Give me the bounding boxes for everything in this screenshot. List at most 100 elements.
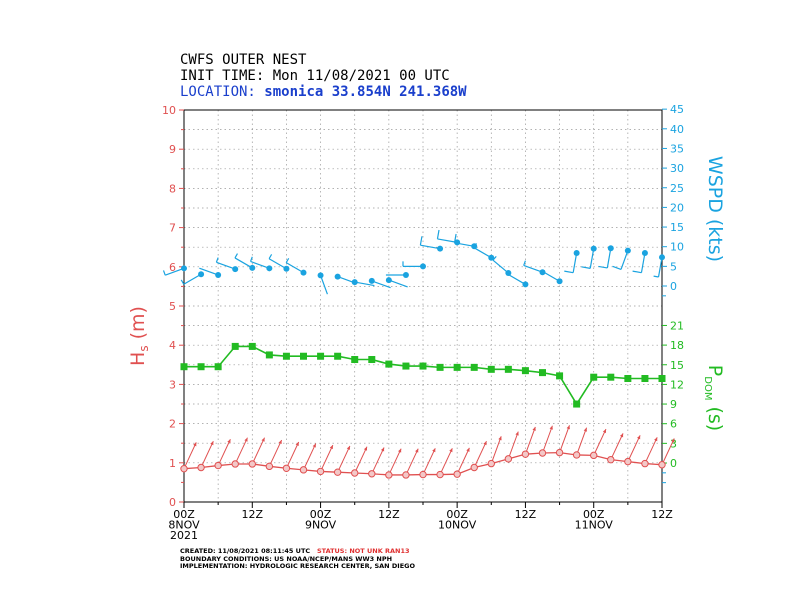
period-point [419,362,427,370]
hs-direction-arrow [542,425,553,454]
wind-barb-flag [285,258,290,263]
wind-barb-flag [234,253,238,259]
period-point [453,363,461,371]
hs-arrow-head [380,447,385,452]
hs-point [419,470,427,479]
period-tick-label: 18 [670,339,684,352]
wind-barb-staff [657,257,663,278]
wind-barb-staff [234,257,253,269]
hs-point [521,450,530,458]
period-point [607,373,615,381]
wind-tick-label: 40 [670,123,684,136]
hs-series [180,425,675,479]
wind-point [539,269,546,276]
hs-direction-arrow [422,448,436,475]
period-point [265,351,273,359]
hs-direction-arrow [490,436,502,464]
wind-point [283,265,290,272]
hs-point [351,469,359,477]
hs-direction-arrow [439,448,453,475]
hs-direction-arrow [251,437,265,465]
period-point [504,365,512,373]
wind-tick-label: 0 [670,280,677,293]
hs-arrow-head [602,429,607,434]
hs-point [590,451,598,460]
hs-direction-arrow [507,431,519,460]
header-location: LOCATION: smonica 33.854N 241.368W [180,84,467,100]
hs-direction-arrow [337,445,351,473]
hs-point [282,464,291,472]
wind-point [402,271,409,278]
wind-barb-flag [473,243,477,249]
hs-point [607,455,615,464]
wind-tick-label: 25 [670,182,684,195]
hs-arrow-head [312,443,316,448]
wind-point [266,265,273,272]
hs-arrow-head [466,447,470,452]
period-point [334,352,342,360]
hs-direction-arrow [217,439,231,466]
hs-direction-arrow [200,441,214,468]
wind-barb-staff [216,261,236,270]
period-series [180,342,666,408]
period-point [197,363,205,371]
period-tick-label: 21 [670,319,684,332]
wind-point [181,265,187,272]
wind-barb-staff [507,273,526,285]
wind-tick-label: 5 [670,260,677,273]
hs-arrow-head [483,441,487,446]
wind-axis-title: WSPD (kts) [704,156,726,262]
x-tick-label: 00Z [446,508,468,521]
period-tick-label: 9 [670,398,677,411]
hs-arrow-head [329,445,333,450]
hs-arrow-head [363,446,368,451]
wind-point [641,249,648,256]
hs-point [641,459,649,468]
wind-barb-staff [250,260,270,269]
hs-tick-label: 4 [169,339,176,352]
chart-footer: CREATED: 11/08/2021 08:11:45 UTC STATUS:… [180,547,415,571]
hs-direction-arrow [661,438,675,465]
hs-arrow-head [671,438,675,443]
wind-barb-staff [437,238,458,243]
period-point [641,375,649,383]
hs-tick-label: 10 [162,104,176,117]
chart-axes: 0123456789100510152025303540450369121518… [162,103,684,542]
wind-point [488,254,495,261]
footer-status: STATUS: NOT UNK RAN13 [316,547,410,555]
hs-arrow-head [619,433,624,438]
period-point [214,363,222,371]
period-point [248,342,256,350]
hs-tick-label: 1 [169,457,176,470]
wind-barb-flag [612,265,622,270]
hs-arrow-head [532,426,536,431]
wind-barb-staff [473,247,492,259]
hs-arrow-head [654,437,658,442]
hs-axis-title: Hs (m) [127,306,151,366]
wind-point [556,278,563,285]
period-point [351,356,359,364]
footer-created-line: CREATED: 11/08/2021 08:11:45 UTC STATUS:… [180,547,415,556]
hs-arrow-head [637,435,641,440]
wind-barb-staff [165,267,185,276]
period-tick-label: 6 [670,418,677,431]
hs-direction-arrow [354,446,368,474]
wind-point [437,245,444,252]
wind-barb-flag [632,270,642,274]
wind-point [198,271,205,278]
hs-direction-arrow [285,441,300,469]
hs-direction-arrow [559,425,570,453]
hs-arrow-head [193,442,197,447]
hs-direction-arrow [610,433,624,460]
hs-arrow-head [415,448,419,453]
hs-direction-arrow [644,437,658,464]
wind-point [420,263,426,270]
hs-point [316,467,325,476]
hs-direction-arrow [473,441,487,468]
period-point [180,363,188,371]
hs-tick-label: 9 [169,143,176,156]
wind-point [624,247,631,254]
footer-boundary: BOUNDARY CONDITIONS: US NOAA/NCEP/MANS W… [180,554,393,563]
wind-barb-flag [523,260,526,266]
